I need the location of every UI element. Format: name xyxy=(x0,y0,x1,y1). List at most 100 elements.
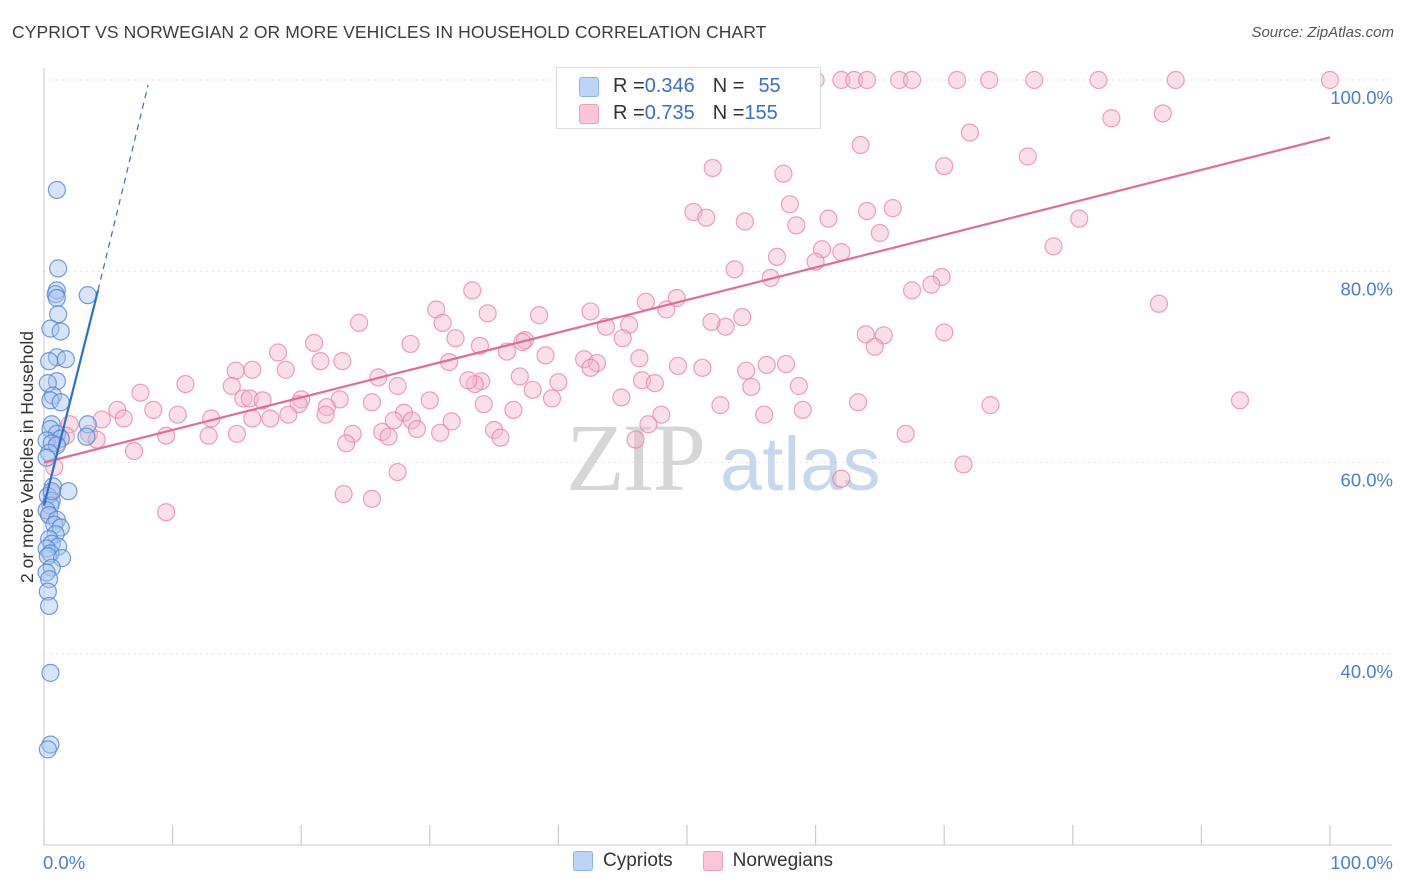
norwegians-point xyxy=(755,405,774,424)
norwegians-point xyxy=(856,325,875,344)
norwegians-point xyxy=(776,354,796,374)
norwegians-point xyxy=(774,164,793,183)
norwegians-point xyxy=(851,135,870,155)
norwegians-point xyxy=(725,260,744,279)
norwegians-point xyxy=(316,405,335,424)
norwegians-point xyxy=(652,405,671,424)
norwegians-point xyxy=(474,395,493,414)
norwegians-point xyxy=(581,358,600,377)
norwegians-point xyxy=(157,503,176,522)
norwegians-point xyxy=(530,306,549,325)
cypriots-point xyxy=(59,482,78,501)
axes xyxy=(43,68,1392,846)
legend-n-label: N = xyxy=(712,75,745,97)
source-label: Source: ZipAtlas.com xyxy=(1251,24,1394,41)
norwegians-point xyxy=(865,337,884,356)
norwegians-point xyxy=(668,356,688,376)
norwegians-point xyxy=(639,415,658,434)
norwegians-point xyxy=(832,469,851,488)
norwegians-point xyxy=(343,424,362,443)
cypriots-point xyxy=(40,352,59,371)
y-tick-label: 80.0% xyxy=(1341,278,1393,299)
norwegians-point xyxy=(504,400,523,420)
norwegians-point xyxy=(433,313,452,332)
norwegians-point xyxy=(857,201,877,221)
norwegians-point xyxy=(334,484,353,504)
norwegians-point xyxy=(819,209,838,228)
norwegians-point xyxy=(491,428,510,447)
norwegians-point xyxy=(1044,237,1063,256)
norwegians-point xyxy=(407,419,427,439)
legend-row-norwegians: R = 0.735 N = 155 xyxy=(579,102,803,125)
norwegians-point xyxy=(697,208,716,227)
cypriots-point xyxy=(47,288,66,308)
norwegians-point xyxy=(960,123,980,142)
series-legend: Cypriots Norwegians xyxy=(0,850,1406,872)
norwegians-point xyxy=(1025,70,1044,90)
cypriots-point xyxy=(78,286,97,305)
cypriots-point xyxy=(47,372,66,391)
legend-item-norwegians[interactable]: Norwegians xyxy=(702,850,833,872)
norwegians-point xyxy=(114,409,133,428)
norwegians-point xyxy=(1102,109,1121,128)
norwegians-point xyxy=(832,70,851,90)
cypriots-trendline-extension xyxy=(97,84,149,291)
cypriots-point xyxy=(51,322,70,341)
norwegians-point xyxy=(549,373,568,392)
cypriots-trendline xyxy=(42,290,100,506)
norwegians-point xyxy=(144,400,163,420)
cypriots-point xyxy=(56,350,75,369)
cypriots-point xyxy=(77,427,96,446)
cypriots-point xyxy=(38,582,57,601)
norwegians-point xyxy=(845,70,864,90)
norwegians-point xyxy=(388,376,407,396)
legend-r-value-cypriots: 0.346 xyxy=(644,75,695,97)
cypriots-points xyxy=(37,180,97,759)
y-tick-label: 60.0% xyxy=(1341,470,1393,491)
norwegians-point xyxy=(311,352,330,371)
norwegians-point xyxy=(168,405,187,424)
norwegians-point xyxy=(981,396,1000,415)
cypriots-point xyxy=(51,393,70,412)
norwegians-point xyxy=(613,329,632,348)
legend-r-value-norwegians: 0.735 xyxy=(644,102,695,124)
norwegians-point xyxy=(733,308,752,327)
norwegians-point xyxy=(1070,209,1089,228)
watermark-atlas: atlas xyxy=(720,422,881,507)
legend-label-norwegians: Norwegians xyxy=(732,850,833,871)
y-axis-label: 2 or more Vehicles in Household xyxy=(17,331,37,583)
norwegians-point xyxy=(384,411,403,430)
cypriots-point xyxy=(40,596,59,616)
trendlines xyxy=(42,84,1331,506)
norwegians-point xyxy=(645,374,664,393)
norwegians-point xyxy=(222,376,241,396)
norwegians-point xyxy=(980,70,999,90)
cypriots-point xyxy=(49,259,68,278)
norwegians-trendline xyxy=(43,136,1331,464)
norwegians-point xyxy=(402,411,421,430)
norwegians-point xyxy=(902,281,922,300)
norwegians-point xyxy=(735,212,754,231)
norwegians-point xyxy=(523,380,542,399)
norwegians-point xyxy=(394,403,414,422)
legend-row-cypriots: R = 0.346 N = 55 xyxy=(579,75,803,98)
norwegians-point xyxy=(337,434,356,453)
legend-item-cypriots[interactable]: Cypriots xyxy=(572,850,673,872)
norwegians-point xyxy=(349,313,369,332)
y-tick-label: 100.0% xyxy=(1330,87,1393,108)
norwegians-point xyxy=(401,334,420,354)
norwegians-point xyxy=(954,455,973,474)
norwegians-point xyxy=(459,371,478,390)
norwegians-point xyxy=(1018,147,1037,166)
norwegians-point xyxy=(253,391,272,410)
norwegians-point xyxy=(131,383,150,402)
norwegians-point xyxy=(896,424,915,443)
norwegians-point xyxy=(478,304,497,323)
norwegians-point xyxy=(430,423,450,442)
legend-r-label: R = xyxy=(613,75,645,97)
norwegians-point xyxy=(1089,70,1108,90)
norwegians-point xyxy=(902,70,922,90)
norwegians-point xyxy=(234,389,253,408)
norwegians-point xyxy=(92,410,111,429)
norwegians-point xyxy=(446,329,465,348)
